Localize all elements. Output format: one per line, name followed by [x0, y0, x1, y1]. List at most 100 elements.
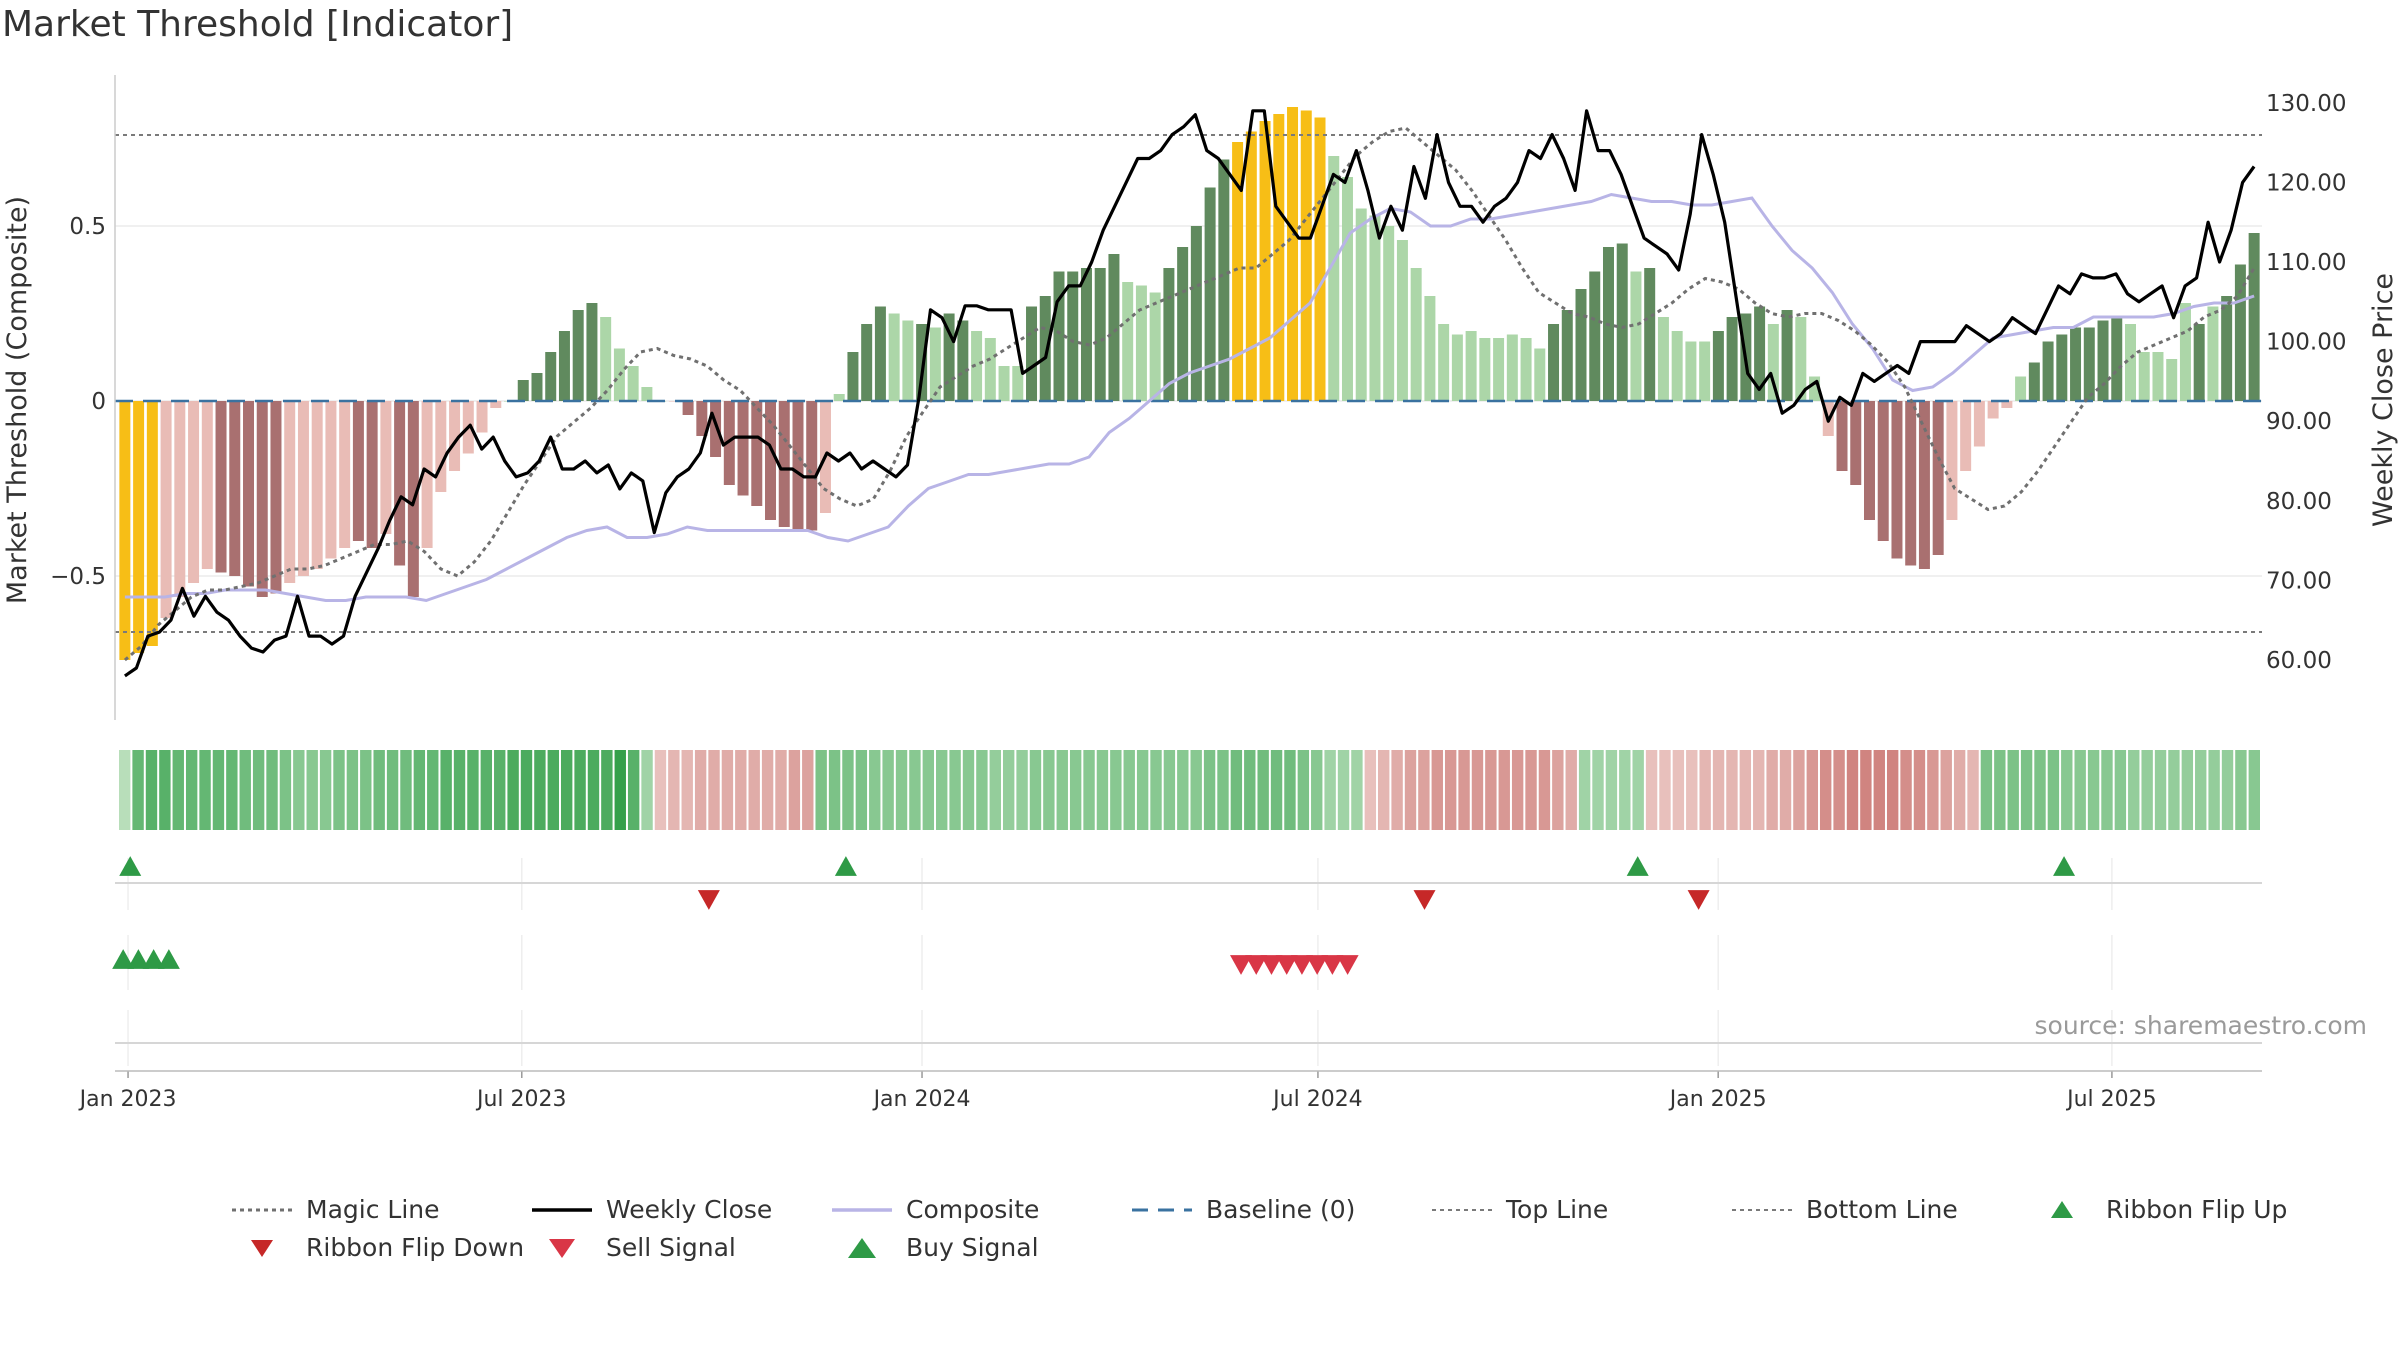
- ribbon-cell: [1525, 750, 1537, 830]
- ribbon-cell: [815, 750, 827, 830]
- composite-bar: [215, 401, 227, 573]
- ribbon-cell: [1913, 750, 1926, 830]
- ribbon-cell: [1150, 750, 1162, 830]
- composite-bar: [1506, 334, 1518, 401]
- legend-label: Bottom Line: [1806, 1195, 1958, 1224]
- ribbon-cell: [1431, 750, 1443, 830]
- composite-bar: [1836, 401, 1848, 471]
- composite-bar: [929, 327, 941, 401]
- composite-bar: [1383, 226, 1395, 401]
- composite-bar: [270, 401, 282, 594]
- weekly-close-line: [123, 109, 2256, 678]
- legend-swatch-buy: [830, 1236, 894, 1260]
- ribbon-cell: [1163, 750, 1176, 830]
- right-axis-label: Weekly Close Price: [2368, 273, 2399, 527]
- composite-bar: [1781, 310, 1793, 401]
- ribbon-cell: [1311, 750, 1323, 830]
- composite-bar: [641, 387, 653, 401]
- ribbon-cell: [480, 750, 493, 830]
- composite-bar: [1657, 317, 1669, 401]
- ribbon-cell: [1605, 750, 1618, 830]
- ribbon-cell: [2221, 750, 2234, 830]
- ribbon-cell: [1739, 750, 1752, 830]
- composite-bar: [1135, 285, 1147, 401]
- x-tick-label: Jan 2025: [1668, 1087, 1767, 1112]
- composite-bar: [2015, 376, 2027, 401]
- composite-bar: [490, 401, 502, 408]
- ribbon-cell: [949, 750, 961, 830]
- source-label: source: sharemaestro.com: [2035, 1011, 2368, 1040]
- ribbon-cell: [748, 750, 760, 830]
- composite-bar: [1094, 268, 1106, 401]
- ribbon-cell: [1873, 750, 1885, 830]
- ribbon-cell: [1753, 750, 1765, 830]
- composite-bar: [1287, 107, 1299, 401]
- ribbon-cell: [1766, 750, 1778, 830]
- ribbon-cell: [560, 750, 573, 830]
- legend-item-flipdown: Ribbon Flip Down: [230, 1233, 524, 1262]
- ribbon-cell: [1699, 750, 1711, 830]
- legend-label: Ribbon Flip Up: [2106, 1195, 2288, 1224]
- ribbon-cell: [1324, 750, 1336, 830]
- composite-bar: [2248, 233, 2260, 401]
- composite-bar: [2179, 303, 2191, 401]
- composite-bar: [380, 401, 392, 534]
- ribbon-cell: [520, 750, 533, 830]
- sell-signal-marker: [1260, 955, 1283, 975]
- ribbon-cell: [453, 750, 466, 830]
- ribbon-cell: [895, 750, 908, 830]
- composite-bar: [517, 380, 529, 401]
- series-lines: [115, 109, 2262, 678]
- ribbon-cell: [1886, 750, 1899, 830]
- ribbon-cell: [427, 750, 439, 830]
- buy-signal-marker: [157, 949, 180, 969]
- ribbon-cell: [373, 750, 385, 830]
- composite-bar: [1479, 338, 1491, 401]
- ribbon-cell: [159, 750, 171, 830]
- ribbon-cell: [1485, 750, 1497, 830]
- ribbon-cell: [1257, 750, 1269, 830]
- ribbon-cell: [694, 750, 707, 830]
- ribbon-cell: [333, 750, 345, 830]
- buy-signal-marker: [112, 949, 135, 969]
- composite-bar: [201, 401, 213, 569]
- ribbon-cell: [1686, 750, 1698, 830]
- ribbon-cell: [1659, 750, 1671, 830]
- ribbon-cell: [1378, 750, 1390, 830]
- legend-swatch-magic: [230, 1198, 294, 1222]
- composite-bar: [2207, 306, 2219, 401]
- composite-bar: [1561, 310, 1573, 401]
- right-tick-label: 70.00: [2266, 568, 2332, 594]
- composite-bar: [1726, 317, 1738, 401]
- composite-bar: [2070, 327, 2082, 401]
- composite-bar: [1451, 334, 1463, 401]
- composite-bar: [311, 401, 323, 569]
- x-tick-label: Jul 2024: [1271, 1087, 1363, 1112]
- right-tick-label: 100.00: [2266, 330, 2346, 356]
- composite-bar: [1877, 401, 1889, 541]
- composite-bar: [1190, 226, 1202, 401]
- legend-item-top: Top Line: [1430, 1195, 1608, 1224]
- ribbon-flip-up-marker: [834, 856, 857, 876]
- ribbon-cell: [1337, 750, 1350, 830]
- composite-bar: [957, 320, 969, 401]
- ribbon-cell: [199, 750, 211, 830]
- composite-bar: [1012, 366, 1024, 401]
- ribbon-cell: [119, 750, 131, 830]
- ribbon-cell: [145, 750, 158, 830]
- legend-label: Baseline (0): [1206, 1195, 1356, 1224]
- ribbon-cell: [1351, 750, 1363, 830]
- legend-item-baseline: Baseline (0): [1130, 1195, 1355, 1224]
- ribbon-cell: [1940, 750, 1952, 830]
- composite-bar: [943, 313, 955, 401]
- composite-bar: [723, 401, 735, 485]
- ribbon-cell: [882, 750, 894, 830]
- composite-bar: [1232, 142, 1244, 401]
- composite-bar: [1918, 401, 1930, 569]
- composite-bar: [1712, 331, 1724, 401]
- composite-bar: [1534, 348, 1546, 401]
- ribbon-cell: [226, 750, 238, 830]
- legend-item-sell: Sell Signal: [530, 1233, 736, 1262]
- ribbon-cell: [1927, 750, 1939, 830]
- ribbon-cell: [1190, 750, 1202, 830]
